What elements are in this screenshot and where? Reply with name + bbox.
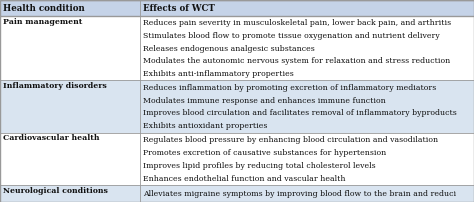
Text: Reduces pain severity in musculoskeletal pain, lower back pain, and arthritis: Reduces pain severity in musculoskeletal… xyxy=(143,19,451,27)
Bar xyxy=(0,185,474,202)
Text: Inflammatory disorders: Inflammatory disorders xyxy=(3,82,107,90)
Text: Pain management: Pain management xyxy=(3,18,82,26)
Bar xyxy=(0,133,474,185)
Text: Modulates immune response and enhances immune function: Modulates immune response and enhances i… xyxy=(143,97,385,104)
Text: Effects of WCT: Effects of WCT xyxy=(143,4,215,13)
Text: Releases endogenous analgesic substances: Releases endogenous analgesic substances xyxy=(143,45,315,53)
Bar xyxy=(0,0,474,16)
Text: Improves blood circulation and facilitates removal of inflammatory byproducts: Improves blood circulation and facilitat… xyxy=(143,109,456,117)
Text: Neurological conditions: Neurological conditions xyxy=(3,187,108,195)
Text: Regulates blood pressure by enhancing blood circulation and vasodilation: Regulates blood pressure by enhancing bl… xyxy=(143,136,438,144)
Text: Alleviates migraine symptoms by improving blood flow to the brain and reduci: Alleviates migraine symptoms by improvin… xyxy=(143,190,456,198)
Text: Modulates the autonomic nervous system for relaxation and stress reduction: Modulates the autonomic nervous system f… xyxy=(143,57,450,65)
Text: Exhibits antioxidant properties: Exhibits antioxidant properties xyxy=(143,122,267,130)
Bar xyxy=(0,16,474,80)
Bar xyxy=(0,80,474,133)
Text: Exhibits anti-inflammatory properties: Exhibits anti-inflammatory properties xyxy=(143,70,293,78)
Text: Stimulates blood flow to promote tissue oxygenation and nutrient delivery: Stimulates blood flow to promote tissue … xyxy=(143,32,439,40)
Text: Health condition: Health condition xyxy=(3,4,85,13)
Text: Enhances endothelial function and vascular health: Enhances endothelial function and vascul… xyxy=(143,175,346,183)
Text: Improves lipid profiles by reducing total cholesterol levels: Improves lipid profiles by reducing tota… xyxy=(143,162,375,170)
Text: Cardiovascular health: Cardiovascular health xyxy=(3,134,100,142)
Text: Promotes excretion of causative substances for hypertension: Promotes excretion of causative substanc… xyxy=(143,149,386,157)
Text: Reduces inflammation by promoting excretion of inflammatory mediators: Reduces inflammation by promoting excret… xyxy=(143,84,436,92)
